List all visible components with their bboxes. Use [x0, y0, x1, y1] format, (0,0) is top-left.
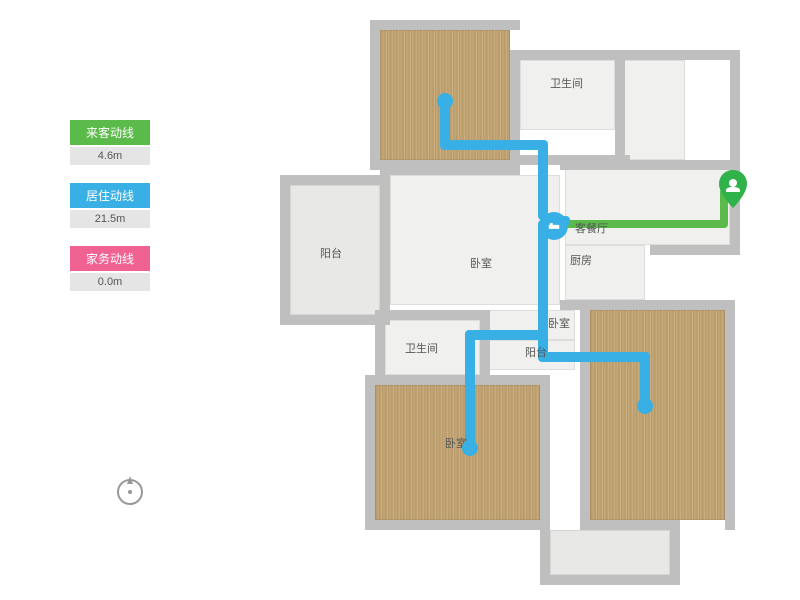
legend-value-chores: 0.0m [70, 273, 150, 291]
path-segment [445, 140, 545, 150]
wall-segment [670, 520, 680, 580]
wall-segment [280, 175, 290, 325]
wall-segment [380, 165, 520, 175]
wall-segment [480, 310, 490, 380]
path-segment [538, 352, 648, 362]
legend-label-guest: 来客动线 [70, 120, 150, 145]
entry-pin-icon [718, 170, 748, 208]
wall-segment [730, 50, 740, 250]
legend-item-resident: 居住动线 21.5m [70, 183, 200, 228]
legend-label-resident: 居住动线 [70, 183, 150, 208]
wall-segment [540, 375, 550, 530]
path-segment [640, 352, 650, 402]
node-dot-bl [462, 440, 478, 456]
wall-segment [380, 165, 390, 320]
wall-segment [725, 300, 735, 530]
node-living-node [540, 212, 568, 240]
wall-segment [375, 310, 385, 385]
wall-segment [375, 375, 545, 385]
wall-segment [580, 300, 590, 530]
path-segment [560, 220, 728, 228]
wall-segment [280, 315, 390, 325]
path-segment [465, 330, 475, 445]
wall-segment [370, 20, 380, 170]
wall-segment [510, 50, 740, 60]
wall-segment [365, 375, 375, 530]
path-segment [538, 140, 548, 220]
wall-segment [365, 520, 550, 530]
room-closet-top-right [620, 60, 685, 160]
wall-segment [540, 525, 550, 580]
room-balcony-bottom [550, 530, 670, 575]
room-bedroom-bl [375, 385, 540, 520]
floor-plan: 卫生间阳台卧室客餐厅厨房卫生间卧室阳台卧室 [270, 20, 770, 580]
legend-label-chores: 家务动线 [70, 246, 150, 271]
legend-item-chores: 家务动线 0.0m [70, 246, 200, 291]
legend-value-resident: 21.5m [70, 210, 150, 228]
node-dot-br [637, 398, 653, 414]
path-segment [470, 330, 548, 340]
room-balcony-left [290, 185, 380, 315]
room-bath-top [520, 60, 615, 130]
legend-item-guest: 来客动线 4.6m [70, 120, 200, 165]
wall-segment [560, 160, 740, 170]
room-kitchen [565, 245, 645, 300]
compass-icon [110, 470, 150, 510]
legend-value-guest: 4.6m [70, 147, 150, 165]
room-bedroom-mid [390, 175, 560, 305]
wall-segment [580, 300, 730, 310]
wall-segment [615, 50, 625, 160]
wall-segment [370, 20, 520, 30]
wall-segment [650, 245, 740, 255]
wall-segment [580, 520, 675, 530]
room-bedroom-br [590, 310, 725, 520]
wall-segment [730, 160, 740, 170]
legend: 来客动线 4.6m 居住动线 21.5m 家务动线 0.0m [70, 120, 200, 309]
wall-segment [380, 310, 490, 320]
room-living [565, 165, 730, 245]
wall-segment [540, 575, 680, 585]
node-dot-top [437, 93, 453, 109]
wall-segment [280, 175, 390, 185]
